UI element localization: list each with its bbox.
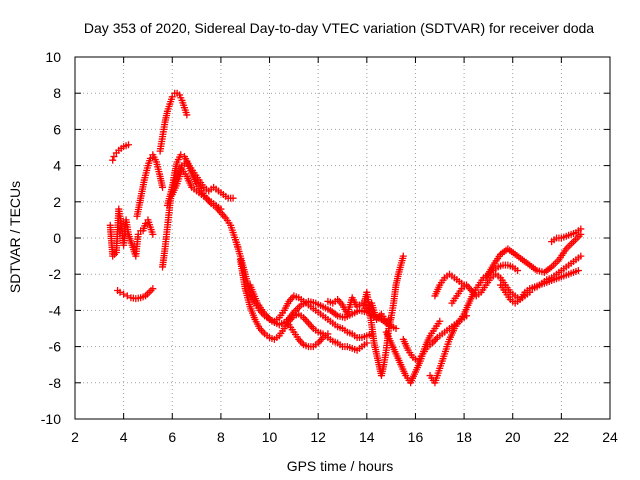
data-series-track-4: [133, 151, 167, 220]
data-point-marker: [109, 156, 117, 164]
y-tick-label: -10: [41, 411, 61, 427]
x-tick-label: 18: [456, 429, 472, 445]
data-series-track-2: [114, 285, 157, 303]
y-tick-label: 10: [45, 49, 61, 65]
x-tick-label: 10: [262, 429, 278, 445]
data-point-marker: [146, 154, 154, 162]
data-point-marker: [149, 230, 157, 238]
data-point-marker: [229, 194, 237, 202]
data-series-track-19: [431, 270, 468, 300]
data-series-track-3: [106, 205, 145, 260]
data-point-marker: [120, 290, 128, 298]
data-point-marker: [183, 111, 191, 119]
y-tick-label: 4: [53, 158, 61, 174]
y-axis-label: SDTVAR / TECUs: [7, 181, 23, 293]
data-point-marker: [149, 285, 157, 293]
data-point-marker: [577, 225, 585, 233]
x-tick-label: 8: [217, 429, 225, 445]
data-point-marker: [217, 205, 225, 213]
x-tick-label: 20: [505, 429, 521, 445]
data-series-track-13: [285, 321, 332, 351]
y-tick-label: -2: [49, 266, 62, 282]
y-tick-label: 0: [53, 230, 61, 246]
data-point-marker: [125, 141, 132, 149]
data-point-marker: [574, 267, 582, 275]
data-series-track-1: [109, 141, 132, 164]
data-series-track-9: [168, 165, 225, 213]
x-tick-label: 6: [168, 429, 176, 445]
data-point-marker: [142, 220, 150, 228]
data-series-track-7: [159, 151, 237, 271]
x-tick-label: 4: [120, 429, 128, 445]
data-point-marker: [123, 292, 131, 300]
data-point-marker: [436, 317, 444, 325]
data-series-track-5: [139, 216, 157, 238]
data-point-marker: [110, 153, 118, 161]
y-tick-label: 6: [53, 121, 61, 137]
data-points: [106, 89, 585, 387]
data-point-marker: [168, 93, 176, 101]
data-point-marker: [116, 288, 124, 296]
axis-ticks: [74, 56, 611, 420]
data-series-track-15: [360, 252, 407, 380]
x-tick-label: 12: [310, 429, 326, 445]
data-series-track-21: [482, 230, 585, 282]
y-tick-label: 8: [53, 85, 61, 101]
x-tick-label: 22: [554, 429, 570, 445]
data-point-marker: [392, 325, 400, 332]
data-point-marker: [177, 151, 185, 159]
y-tick-label: -8: [49, 375, 62, 391]
data-point-marker: [134, 230, 142, 238]
data-series-track-24: [548, 225, 585, 246]
x-tick-label: 16: [408, 429, 424, 445]
chart-title: Day 353 of 2020, Sidereal Day-to-day VTE…: [84, 20, 594, 36]
x-tick-label: 14: [359, 429, 375, 445]
data-point-marker: [159, 183, 167, 191]
x-axis-label: GPS time / hours: [287, 458, 394, 474]
y-tick-label: 2: [53, 194, 61, 210]
x-tick-label: 24: [602, 429, 618, 445]
data-point-marker: [577, 252, 585, 260]
data-point-marker: [324, 330, 332, 338]
data-point-marker: [363, 339, 371, 347]
data-point-marker: [399, 252, 407, 260]
y-tick-label: -4: [49, 302, 62, 318]
data-series-track-18: [426, 261, 522, 387]
grid: [75, 57, 610, 419]
y-tick-label: -6: [49, 339, 62, 355]
data-point-marker: [514, 267, 522, 275]
data-series-track-23: [528, 252, 585, 293]
x-tick-label: 2: [71, 429, 79, 445]
data-series-track-6: [156, 89, 191, 155]
